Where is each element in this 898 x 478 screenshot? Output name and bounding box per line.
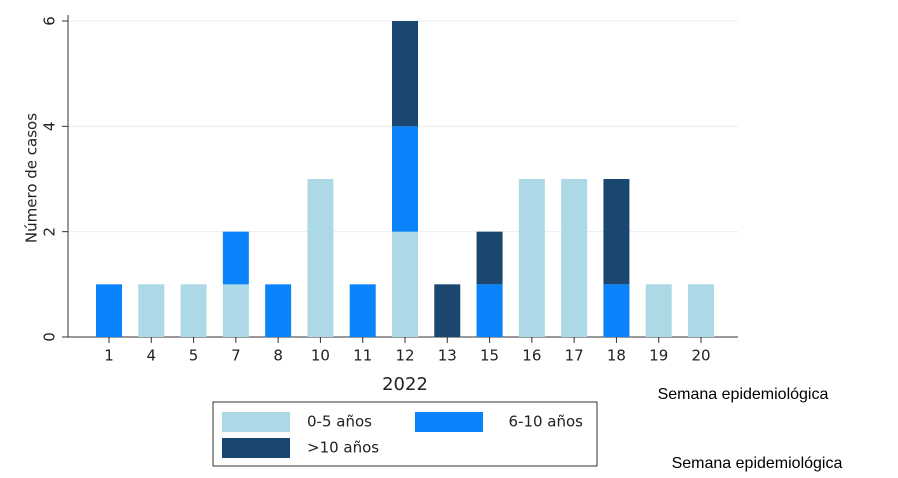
x-tick-label: 12	[395, 347, 414, 365]
bar-segment	[603, 284, 630, 337]
bar-segment	[645, 284, 672, 337]
y-tick-label: 2	[41, 227, 59, 237]
bar-segment	[688, 284, 714, 337]
legend-label: 6-10 años	[508, 413, 583, 431]
bar-segment	[222, 284, 249, 337]
bar-segment	[476, 231, 503, 285]
x-tick-label: 11	[353, 347, 372, 365]
bar-segment	[392, 126, 418, 232]
x-tick-label: 18	[607, 347, 626, 365]
bar-segment	[265, 284, 292, 337]
annotation: Semana epidemiológica	[672, 455, 843, 472]
x-tick-label: 17	[565, 347, 584, 365]
bar-segment	[138, 284, 165, 337]
bar-segment	[392, 21, 418, 127]
x-tick-label: 15	[480, 347, 499, 365]
bar-segment	[222, 231, 249, 285]
x-axis-label: 2022	[382, 374, 428, 395]
y-tick-label: 0	[41, 332, 59, 342]
bar-segment	[307, 179, 334, 337]
x-tick-label: 16	[522, 347, 541, 365]
y-tick-label: 6	[41, 16, 59, 26]
bar-segment	[603, 179, 630, 285]
legend-swatch	[222, 438, 290, 458]
y-axis-label: Número de casos	[23, 113, 41, 243]
bar-segment	[518, 179, 545, 337]
x-tick-label: 7	[231, 347, 241, 365]
legend-label: >10 años	[307, 439, 379, 457]
x-tick-label: 13	[438, 347, 457, 365]
legend-label: 0-5 años	[307, 413, 372, 431]
x-tick-label: 20	[691, 347, 710, 365]
x-tick-label: 8	[273, 347, 283, 365]
y-tick-label: 4	[41, 122, 59, 132]
bar-segment	[434, 284, 461, 337]
bar-segment	[561, 179, 588, 337]
annotation: Semana epidemiológica	[658, 386, 829, 403]
x-tick-label: 19	[649, 347, 668, 365]
bar-segment	[392, 231, 418, 337]
bar-segment	[349, 284, 376, 337]
x-tick-label: 10	[311, 347, 330, 365]
legend-swatch	[222, 412, 290, 432]
bar-segment	[476, 284, 503, 337]
x-tick-label: 5	[189, 347, 199, 365]
bar-segment	[180, 284, 207, 337]
bar-segment	[96, 284, 122, 337]
legend-swatch	[415, 412, 483, 432]
x-tick-label: 1	[104, 347, 114, 365]
legend-box	[212, 401, 598, 467]
x-tick-label: 4	[147, 347, 157, 365]
